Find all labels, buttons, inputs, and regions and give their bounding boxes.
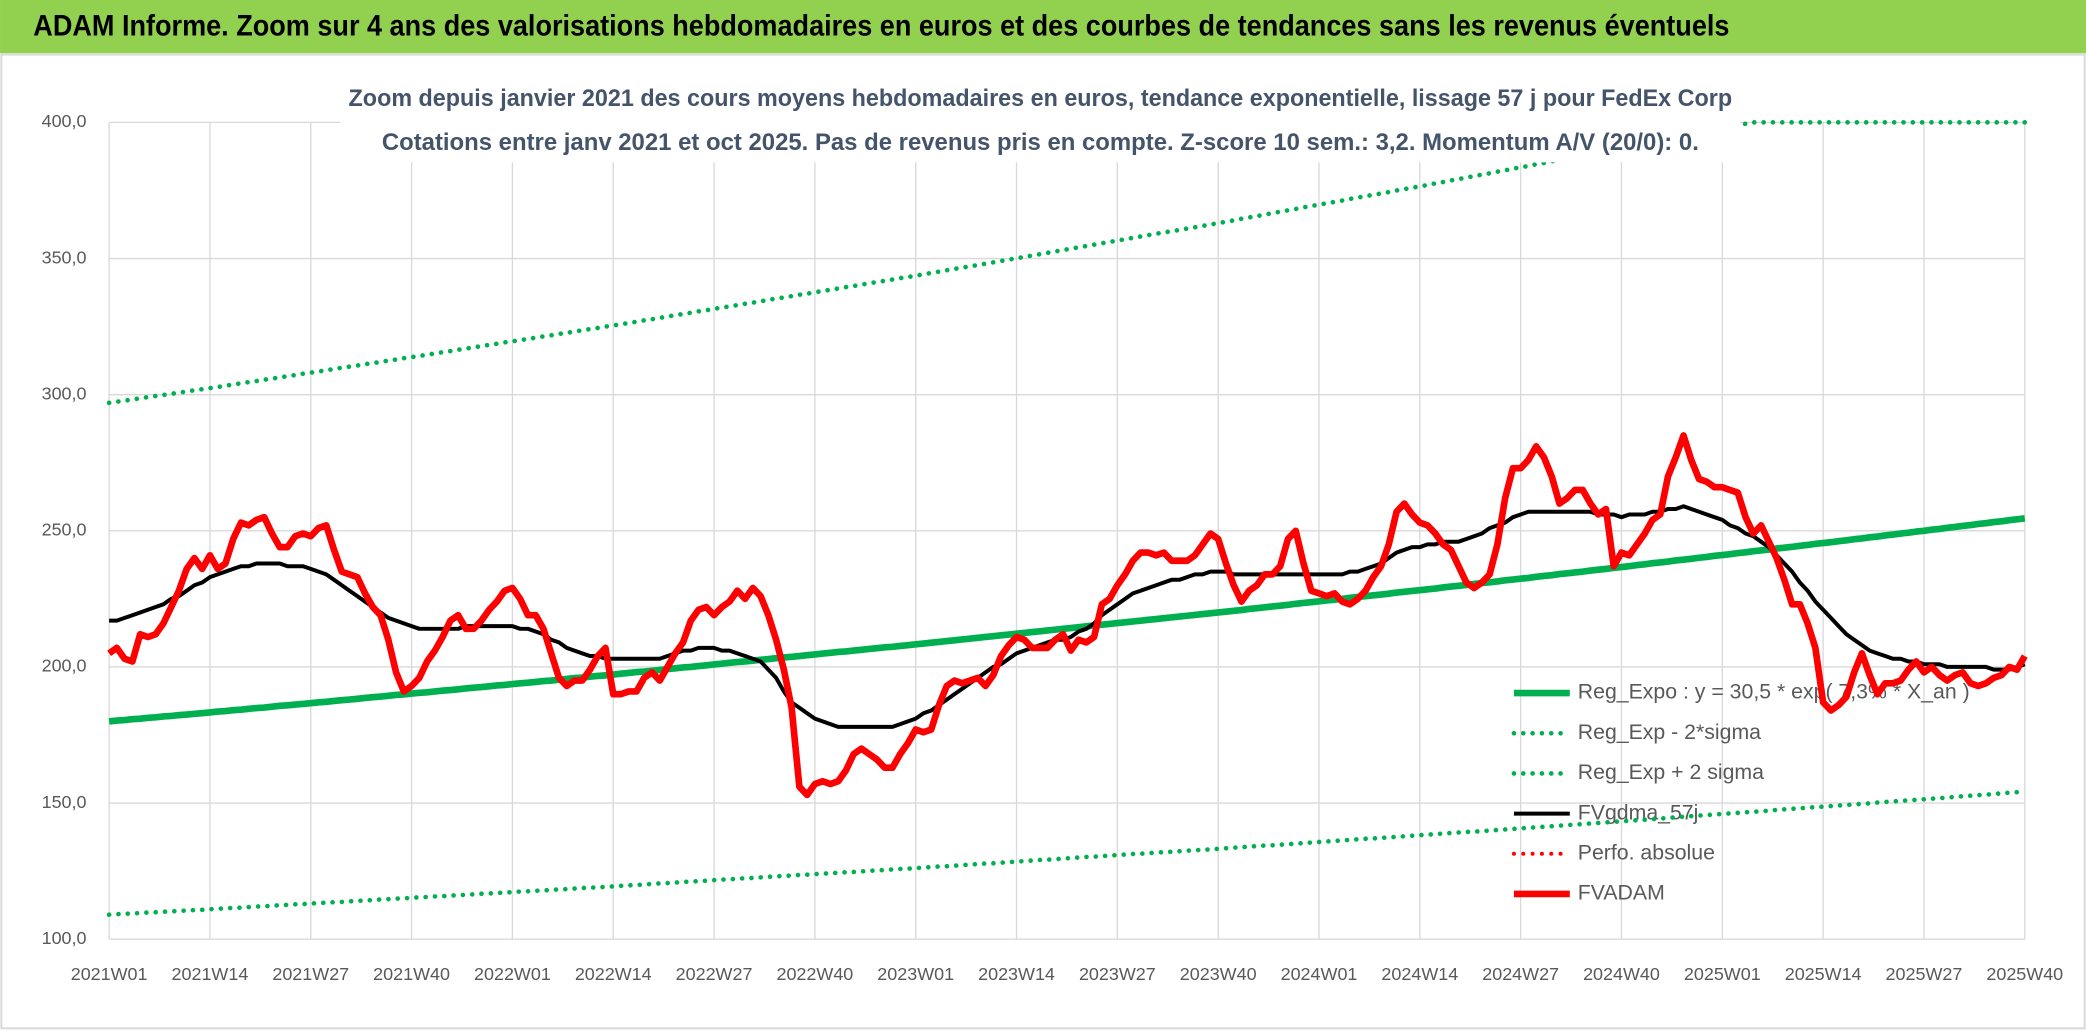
chart-titles: Zoom depuis janvier 2021 des cours moyen… <box>340 75 1741 163</box>
x-tick-label: 2022W27 <box>676 964 753 984</box>
x-tick-label: 2024W01 <box>1281 964 1358 984</box>
x-tick-label: 2021W40 <box>373 964 450 984</box>
y-tick-label: 350,0 <box>42 247 87 267</box>
x-tick-label: 2024W40 <box>1583 964 1660 984</box>
x-tick-label: 2025W14 <box>1785 964 1862 984</box>
legend-label: Reg_Expo : y = 30,5 * exp( 7,3% * X_an ) <box>1578 680 1970 704</box>
x-tick-label: 2021W14 <box>172 964 249 984</box>
x-tick-label: 2025W01 <box>1684 964 1761 984</box>
x-tick-label: 2025W27 <box>1886 964 1963 984</box>
legend-label: FVADAM <box>1578 881 1665 905</box>
y-tick-label: 400,0 <box>42 111 87 131</box>
series-line <box>106 120 2028 406</box>
y-tick-label: 150,0 <box>42 792 87 812</box>
x-tick-label: 2023W01 <box>877 964 954 984</box>
x-tick-label: 2024W14 <box>1381 964 1458 984</box>
y-tick-label: 250,0 <box>42 520 87 540</box>
x-tick-label: 2022W01 <box>474 964 551 984</box>
x-tick-label: 2024W27 <box>1482 964 1559 984</box>
header-title: ADAM Informe. Zoom sur 4 ans des valoris… <box>33 11 1729 43</box>
series-line <box>108 514 2026 725</box>
x-tick-label: 2022W40 <box>776 964 853 984</box>
series-line <box>107 432 2028 799</box>
chart-subtitle: Cotations entre janv 2021 et oct 2025. P… <box>382 129 1699 156</box>
x-tick-label: 2022W14 <box>575 964 652 984</box>
legend-label: FVgdma_57j <box>1578 800 1699 824</box>
y-tick-label: 100,0 <box>42 928 87 948</box>
y-tick-label: 300,0 <box>42 383 87 403</box>
x-tick-label: 2021W27 <box>272 964 349 984</box>
y-tick-label: 200,0 <box>42 656 87 676</box>
header-band <box>0 0 2086 54</box>
legend-label: Reg_Exp - 2*sigma <box>1578 720 1761 744</box>
chart-title: Zoom depuis janvier 2021 des cours moyen… <box>349 85 1733 112</box>
x-tick-label: 2023W27 <box>1079 964 1156 984</box>
legend-label: Perfo. absolue <box>1578 840 1715 864</box>
title-background <box>340 75 1741 163</box>
x-tick-label: 2021W01 <box>71 964 148 984</box>
x-tick-label: 2023W14 <box>978 964 1055 984</box>
plot-area: 100,0 150,0 200,0 250,0 300,0 350,0 400,0 2021W… <box>42 111 2064 984</box>
series-line <box>106 789 2028 918</box>
legend-label: Reg_Exp + 2 sigma <box>1578 760 1764 784</box>
x-tick-label: 2025W40 <box>1986 964 2063 984</box>
chart-border <box>0 53 2086 1030</box>
x-tick-label: 2023W40 <box>1180 964 1257 984</box>
